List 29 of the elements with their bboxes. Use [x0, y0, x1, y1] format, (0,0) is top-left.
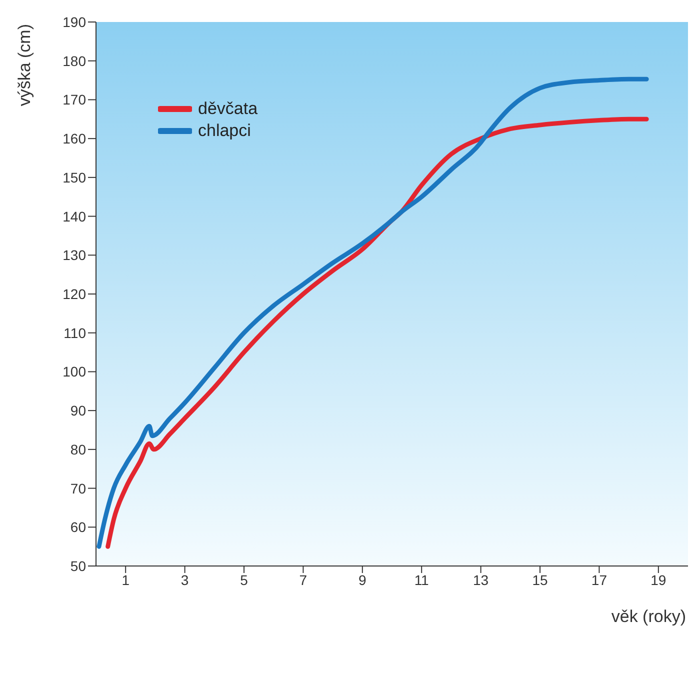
y-tick-label: 120 [62, 286, 86, 302]
x-tick-label: 13 [473, 572, 489, 588]
y-tick-label: 100 [62, 364, 86, 380]
y-tick-label: 180 [62, 52, 86, 69]
y-axis-title: výška (cm) [15, 24, 34, 106]
x-tick-label: 11 [414, 572, 430, 588]
y-tick-label: 80 [70, 441, 86, 458]
legend-label: děvčata [198, 99, 258, 119]
legend-label: chlapci [198, 121, 251, 141]
y-tick-label: 150 [62, 169, 86, 186]
x-tick-label: 3 [180, 572, 189, 588]
y-tick-label: 190 [62, 14, 86, 30]
y-tick-label: 110 [64, 324, 86, 341]
x-tick-label: 5 [240, 572, 248, 588]
x-axis-title: věk (roky) [611, 607, 686, 626]
x-tick-label: 17 [591, 572, 608, 588]
x-tick-label: 7 [299, 572, 308, 588]
y-tick-label: 90 [70, 402, 86, 419]
y-tick-label: 160 [62, 130, 86, 147]
x-tick-label: 19 [650, 572, 666, 588]
y-tick-label: 50 [70, 558, 86, 574]
y-tick-label: 130 [62, 247, 86, 264]
y-tick-label: 70 [70, 480, 86, 496]
x-tick-label: 9 [358, 572, 366, 588]
y-tick-label: 170 [62, 92, 86, 108]
y-tick-label: 140 [62, 208, 86, 224]
x-tick-label: 15 [532, 572, 548, 588]
y-tick-label: 60 [70, 519, 86, 536]
x-tick-label: 1 [122, 572, 130, 588]
